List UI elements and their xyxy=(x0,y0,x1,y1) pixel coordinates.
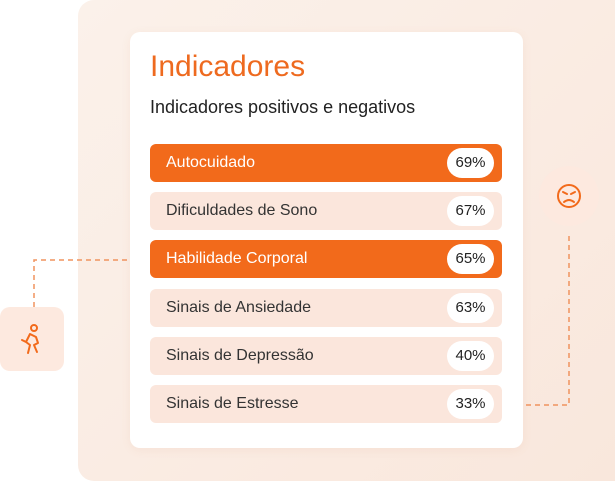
indicator-row: Sinais de Ansiedade 63% xyxy=(150,288,502,327)
icon-circle xyxy=(539,166,599,226)
dashed-connector xyxy=(33,259,150,307)
indicator-row: Habilidade Corporal 65% xyxy=(150,240,502,279)
indicator-value: 33% xyxy=(447,389,494,419)
icon-box xyxy=(0,307,64,371)
indicator-label: Sinais de Depressão xyxy=(166,346,314,364)
indicator-value: 40% xyxy=(447,340,494,371)
indicator-value: 63% xyxy=(447,292,494,323)
indicator-row: Autocuidado 69% xyxy=(150,144,502,182)
dashed-connector xyxy=(502,236,570,406)
subtitle: Indicadores positivos e negativos xyxy=(150,97,416,117)
indicator-value: 67% xyxy=(447,196,494,227)
indicator-label: Dificuldades de Sono xyxy=(166,202,318,220)
indicator-label: Sinais de Ansiedade xyxy=(166,298,311,316)
indicator-value: 65% xyxy=(447,244,494,275)
indicator-row: Sinais de Estresse 33% xyxy=(150,385,502,423)
title: Indicadores xyxy=(150,50,306,83)
angry-face-icon xyxy=(557,184,581,208)
indicator-label: Autocuidado xyxy=(166,154,255,171)
indicator-label: Habilidade Corporal xyxy=(166,250,308,268)
card xyxy=(130,32,523,448)
indicator-value: 69% xyxy=(447,148,494,178)
indicator-row: Sinais de Depressão 40% xyxy=(150,336,502,375)
walking-icon xyxy=(21,324,39,354)
indicator-row: Dificuldades de Sono 67% xyxy=(150,192,502,231)
indicator-label: Sinais de Estresse xyxy=(166,395,299,412)
